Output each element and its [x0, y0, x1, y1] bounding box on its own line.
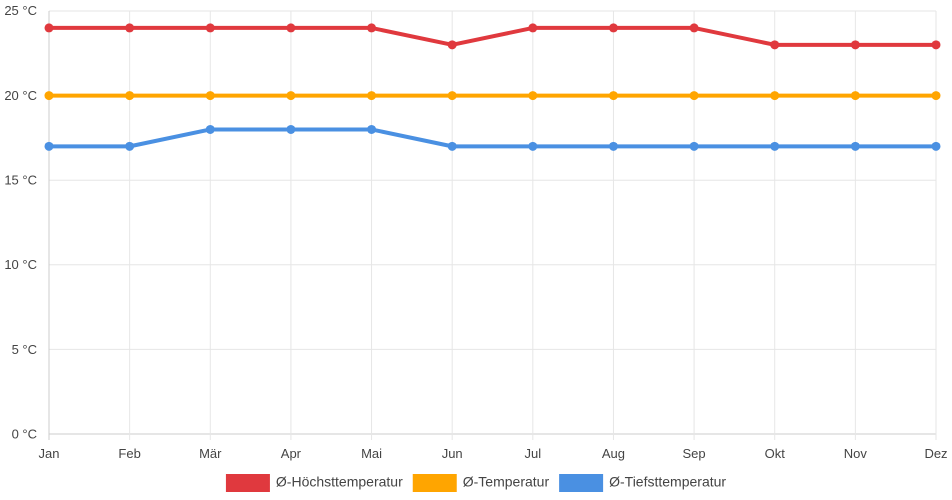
data-point[interactable] — [447, 40, 457, 50]
data-point[interactable] — [125, 141, 135, 151]
data-point[interactable] — [205, 124, 215, 134]
data-point[interactable] — [44, 91, 54, 101]
legend-item[interactable]: Ø-Höchsttemperatur — [225, 474, 403, 492]
data-point[interactable] — [367, 23, 377, 33]
series-line — [47, 25, 938, 47]
legend-swatch — [412, 474, 457, 492]
y-tick-label: 15 °C — [4, 173, 37, 188]
data-point[interactable] — [44, 141, 54, 151]
x-tick-label: Sep — [683, 446, 706, 461]
legend-item[interactable]: Ø-Temperatur — [412, 474, 550, 492]
x-tick-label: Dez — [924, 446, 947, 461]
data-point[interactable] — [850, 141, 860, 151]
data-point[interactable] — [125, 23, 135, 33]
y-tick-label: 10 °C — [4, 257, 37, 272]
legend-item[interactable]: Ø-Tiefsttemperatur — [559, 474, 726, 492]
data-point[interactable] — [689, 23, 699, 33]
data-point[interactable] — [528, 23, 538, 33]
series-2 — [44, 91, 941, 101]
data-point[interactable] — [770, 91, 780, 101]
data-point[interactable] — [689, 141, 699, 151]
grid — [48, 10, 937, 440]
x-tick-label: Okt — [765, 446, 786, 461]
data-point[interactable] — [44, 23, 54, 33]
x-tick-label: Mai — [361, 446, 382, 461]
data-point[interactable] — [608, 91, 618, 101]
x-tick-label: Jun — [442, 446, 463, 461]
data-point[interactable] — [125, 91, 135, 101]
data-point[interactable] — [931, 40, 941, 50]
data-point[interactable] — [286, 124, 296, 134]
x-tick-label: Apr — [281, 446, 302, 461]
series-3 — [44, 124, 941, 151]
data-point[interactable] — [850, 40, 860, 50]
axes: 0 °C 5 °C 10 °C 15 °C 20 °C 25 °C Jan Feb Mär Apr… — [4, 3, 947, 461]
legend: Ø-Höchsttemperatur Ø-Temperatur Ø-Tiefstte… — [225, 474, 726, 492]
x-tick-label: Feb — [118, 446, 140, 461]
legend-label: Ø-Temperatur — [463, 474, 550, 490]
data-point[interactable] — [528, 141, 538, 151]
data-point[interactable] — [528, 91, 538, 101]
x-tick-label: Nov — [844, 446, 868, 461]
y-tick-label: 5 °C — [12, 342, 37, 357]
x-tick-label: Jan — [39, 446, 60, 461]
series-lines — [44, 23, 941, 151]
series-line — [47, 127, 938, 149]
data-point[interactable] — [608, 141, 618, 151]
data-point[interactable] — [608, 23, 618, 33]
legend-label: Ø-Tiefsttemperatur — [609, 474, 726, 490]
y-tick-label: 0 °C — [12, 426, 37, 441]
data-point[interactable] — [447, 141, 457, 151]
data-point[interactable] — [770, 40, 780, 50]
legend-label: Ø-Höchsttemperatur — [276, 474, 403, 490]
x-tick-label: Aug — [602, 446, 625, 461]
data-point[interactable] — [931, 141, 941, 151]
series-1 — [44, 23, 941, 50]
data-point[interactable] — [447, 91, 457, 101]
data-point[interactable] — [770, 141, 780, 151]
data-point[interactable] — [205, 91, 215, 101]
y-tick-label: 20 °C — [4, 88, 37, 103]
x-tick-label: Mär — [199, 446, 222, 461]
data-point[interactable] — [850, 91, 860, 101]
data-point[interactable] — [286, 91, 296, 101]
legend-swatch — [559, 474, 604, 492]
data-point[interactable] — [689, 91, 699, 101]
data-point[interactable] — [367, 124, 377, 134]
data-point[interactable] — [931, 91, 941, 101]
y-tick-label: 25 °C — [4, 3, 37, 18]
x-tick-label: Jul — [525, 446, 542, 461]
data-point[interactable] — [286, 23, 296, 33]
data-point[interactable] — [205, 23, 215, 33]
legend-swatch — [225, 474, 270, 492]
data-point[interactable] — [367, 91, 377, 101]
